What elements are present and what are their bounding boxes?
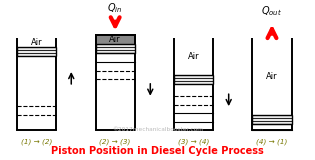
Text: Air: Air [266, 72, 278, 81]
Text: Air: Air [109, 35, 121, 44]
Text: ©2017mechanicalbooster.com: ©2017mechanicalbooster.com [112, 127, 203, 132]
Bar [252, 115, 292, 124]
Text: Piston Position in Diesel Cycle Process: Piston Position in Diesel Cycle Process [51, 146, 264, 156]
Bar [174, 75, 213, 84]
Text: $Q_{out}$: $Q_{out}$ [261, 4, 282, 18]
Text: (3) → (4): (3) → (4) [178, 138, 209, 145]
Text: Air: Air [188, 52, 199, 61]
Text: Air: Air [31, 38, 43, 47]
Text: (1) → (2): (1) → (2) [21, 138, 52, 145]
Bar [95, 44, 135, 53]
Text: $Q_{in}$: $Q_{in}$ [106, 1, 122, 15]
Text: (4) → (1): (4) → (1) [256, 138, 288, 145]
Bar [17, 47, 56, 56]
Text: (2) → (3): (2) → (3) [100, 138, 131, 145]
Bar [95, 35, 135, 45]
